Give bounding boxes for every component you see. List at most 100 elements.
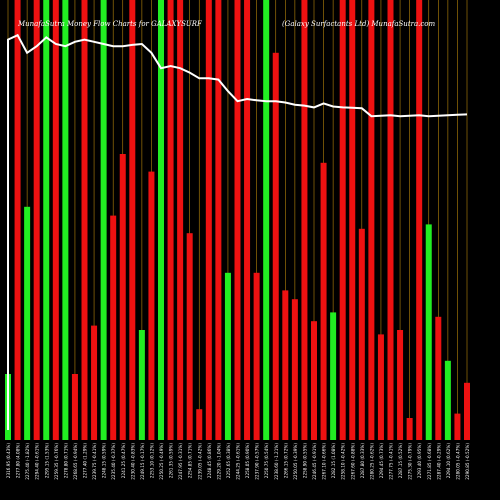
money-flow-bar [425,224,432,440]
x-tick-label: 2271.85 (-0.68%) [427,443,432,480]
money-flow-bar [339,0,346,440]
x-tick-label: 2316.95 (0.43%) [6,443,11,479]
money-flow-bar [263,0,270,440]
money-flow-bar [71,374,78,440]
money-flow-bar [311,321,317,440]
money-flow-bar [272,52,279,441]
money-flow-bar [129,0,136,440]
x-tick-label: 2275.40 (-1.82%) [25,443,30,480]
x-tick-label: 2239.05 (-0.42%) [197,443,202,480]
x-tick-label: 2282.15 (1.08%) [331,443,336,479]
x-tick-label: 2252.65 (0.38%) [226,443,231,479]
x-tick-label: 2261.35 (0.59%) [169,443,174,479]
money-flow-bar [368,0,375,440]
money-flow-bar [387,0,394,440]
x-tick-label: 2278.80 (0.71%) [63,443,68,479]
money-flow-bar [91,325,98,440]
money-flow-bar [148,171,155,440]
x-tick-label: 2294.10 (0.62%) [446,443,451,479]
x-tick-label: 2287.40 (-0.29%) [436,443,441,480]
money-flow-bar [205,0,212,440]
money-flow-bar [330,312,337,440]
money-flow-bar [14,0,21,440]
money-flow-bar [320,162,327,441]
money-flow-bar [244,0,251,440]
chart-title: MunafaSutra Money Flow Charts for GALAXY… [18,20,202,28]
x-tick-label: 2287.80 (0.33%) [360,443,365,479]
x-tick-label: 2237.90 (-0.57%) [255,443,260,480]
x-tick-label: 2266.15 (0.72%) [283,443,288,479]
x-tick-label: 2248.45 (0.86%) [207,443,212,479]
money-flow-bar [62,0,69,440]
money-flow-bar [454,413,461,440]
chart-subtitle: (Galaxy Surfactants Ltd) MunafaSutra.com [282,20,436,28]
x-tick-label: 2280.25 (-0.62%) [369,443,374,480]
money-flow-bar [291,299,298,440]
money-flow-bar [196,409,203,440]
price-line [7,33,468,430]
x-tick-label: 2229.20 (-1.04%) [216,443,221,480]
x-tick-label: 2277.40 (1.29%) [83,443,88,479]
money-flow-bar [24,206,31,440]
money-flow-bar [253,272,260,440]
x-tick-label: 2250.75 (0.54%) [264,443,269,479]
money-flow-bar [416,0,423,440]
x-tick-label: 2294.40 (-0.61%) [35,443,40,480]
x-tick-label: 2277.75 (-0.41%) [389,443,394,480]
money-flow-bar [282,290,289,440]
x-tick-label: 2295.15 (1.53%) [44,443,49,479]
money-flow-bar [349,0,356,440]
money-flow-bar [81,0,88,440]
x-tick-label: 2268.65 (-0.94%) [73,443,78,480]
money-flow-bar [52,0,59,440]
x-tick-label: 2287.15 (0.52%) [398,443,403,479]
x-tick-label: 2250.25 (-0.49%) [159,443,164,480]
money-flow-bar [406,418,413,440]
money-flow-bar [33,0,40,440]
money-flow-bar [119,154,126,440]
x-tick-label: 2254.85 (0.71%) [188,443,193,479]
x-tick-label: 2250.05 (-0.39%) [293,443,298,480]
money-flow-bar [158,0,164,440]
x-tick-label: 2241.25 (0.47%) [121,443,126,479]
x-tick-label: 2247.95 (-0.31%) [178,443,183,480]
x-tick-label: 2277.80 (4.08%) [16,443,21,479]
x-tick-label: 2280.05 (-0.47%) [455,443,460,480]
x-tick-label: 2246.45 (-0.91%) [312,443,317,480]
money-flow-bar [177,0,184,440]
money-flow-bar [397,330,404,440]
money-flow-bar [167,0,174,440]
x-tick-label: 2230.40 (-0.83%) [130,443,135,480]
money-flow-bar [110,215,117,440]
money-flow-bar [377,334,384,440]
x-tick-label: 2258.05 (0.90%) [245,443,250,479]
money-flow-bar [43,0,50,440]
x-tick-label: 2238.60 (-1.21%) [274,443,279,480]
x-tick-label: 2235.40 (-0.37%) [111,443,116,480]
x-tick-label: 2293.40 (0.95%) [417,443,422,479]
x-tick-label: 2275.30 (-0.79%) [408,443,413,480]
x-tick-label: 2294.45 (0.73%) [379,443,384,479]
money-flow-bar [186,233,193,440]
x-tick-label: 2244.25 (-0.61%) [236,443,241,480]
money-flow-bar [234,0,241,440]
x-tick-label: 2253.10 (0.12%) [149,443,154,479]
x-tick-label: 2259.35 (-0.76%) [54,443,59,480]
x-tick-label: 2290.85 (-0.52%) [465,443,470,480]
money-flow-bar [224,272,231,440]
money-flow-bar [444,360,451,440]
x-tick-label: 2267.60 (-0.88%) [350,443,355,480]
money-flow-bar [138,330,145,440]
money-flow-bar [215,0,222,440]
money-flow-bar [435,316,442,440]
x-tick-label: 2239.75 (-0.41%) [92,443,97,480]
money-flow-bar [358,228,365,440]
x-tick-label: 2267.10 (-0.66%) [322,443,327,480]
money-flow-bar [100,0,107,440]
money-flow-bar [301,0,308,440]
money-flow-bar [464,382,470,440]
x-tick-label: 2258.90 (0.55%) [302,443,307,479]
x-tick-label: 2248.15 (0.59%) [102,443,107,479]
x-tick-label: 2249.15 (-0.17%) [140,443,145,480]
